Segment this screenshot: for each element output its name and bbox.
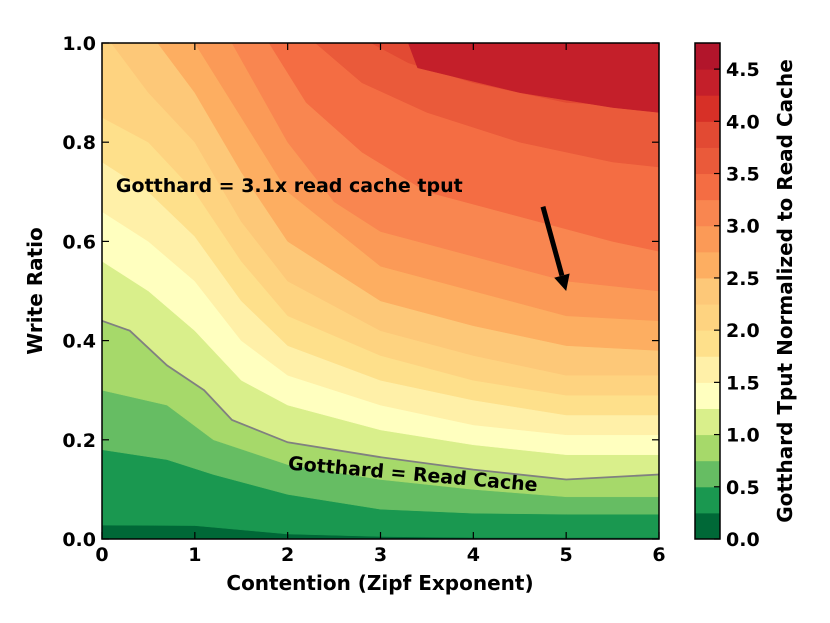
- colorbar-tick-label: 0.0: [726, 529, 760, 551]
- x-tick-label: 0: [95, 544, 108, 566]
- colorbar-band: [695, 69, 720, 96]
- colorbar-tick-label: 2.5: [726, 268, 760, 290]
- x-axis-ticks: 0 1 2 3 4 5 6: [95, 43, 666, 566]
- y-tick-label: 0.6: [62, 231, 96, 253]
- annotation-text: Gotthard = 3.1x read cache tput: [116, 175, 463, 197]
- y-tick-label: 0.2: [62, 430, 96, 452]
- contour-regions: [102, 43, 659, 539]
- colorbar-band: [695, 330, 720, 357]
- boundary-line: [102, 319, 659, 481]
- y-tick-label: 0.8: [62, 132, 96, 154]
- colorbar-band: [695, 43, 720, 70]
- colorbar-tick-label: 3.5: [726, 164, 760, 186]
- y-tick-label: 1.0: [62, 33, 96, 55]
- colorbar-tick-label: 4.5: [726, 59, 760, 81]
- colorbar-band: [695, 147, 720, 175]
- colorbar-tick-label: 4.0: [726, 111, 760, 133]
- contour-band: [408, 43, 659, 113]
- colorbar: 0.0 0.5 1.0 1.5 2.0 2.5 3.0 3.5 4.0 4.5: [694, 42, 760, 551]
- y-tick-label: 0.4: [62, 331, 96, 353]
- y-tick-label: 0.0: [62, 529, 96, 551]
- arrow-head: [554, 273, 570, 291]
- colorbar-band: [695, 95, 720, 122]
- x-tick-label: 1: [188, 544, 201, 566]
- y-axis-label: Write Ratio: [23, 227, 47, 355]
- colorbar-band: [695, 173, 720, 201]
- y-axis-ticks: 0.0 0.2 0.4 0.6 0.8 1.0: [62, 33, 659, 551]
- colorbar-band: [695, 199, 720, 227]
- colorbar-band: [695, 225, 720, 253]
- colorbar-band: [695, 460, 720, 488]
- colorbar-label: Gotthard Tput Normalized to Read Cache: [773, 59, 797, 523]
- colorbar-band: [695, 277, 720, 305]
- x-tick-label: 5: [560, 544, 573, 566]
- x-tick-label: 3: [374, 544, 387, 566]
- x-axis-label: Contention (Zipf Exponent): [226, 571, 533, 595]
- colorbar-tick-label: 1.5: [726, 372, 760, 394]
- x-tick-label: 2: [281, 544, 294, 566]
- colorbar-tick-label: 1.0: [726, 425, 760, 447]
- x-tick-label: 6: [652, 544, 665, 566]
- gotthard-equals-read-cache-line: [102, 319, 659, 481]
- colorbar-band: [695, 408, 720, 436]
- colorbar-band: [695, 251, 720, 279]
- colorbar-tick-label: 3.0: [726, 216, 760, 238]
- colorbar-band: [695, 304, 720, 331]
- arrow-shaft: [540, 206, 565, 277]
- colorbar-frame: [694, 42, 721, 540]
- colorbar-band: [695, 356, 720, 383]
- colorbar-tick-label: 2.0: [726, 320, 760, 342]
- x-tick-label: 4: [467, 544, 480, 566]
- colorbar-band: [695, 121, 720, 148]
- colorbar-band: [695, 382, 720, 409]
- colorbar-band: [695, 512, 720, 540]
- colorbar-band: [695, 434, 720, 462]
- colorbar-tick-label: 0.5: [726, 477, 760, 499]
- colorbar-band: [695, 486, 720, 514]
